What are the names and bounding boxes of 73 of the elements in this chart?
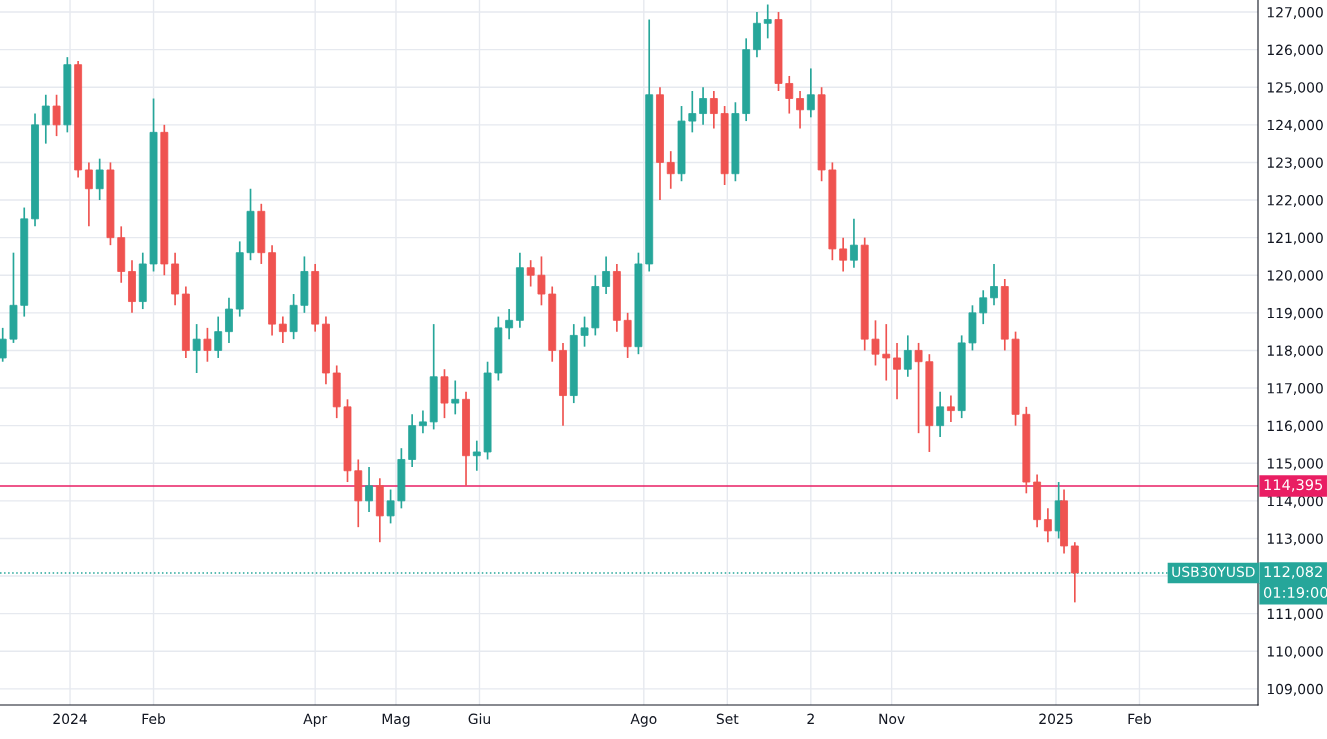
candlestick: [763, 3, 772, 40]
candlestick: [386, 488, 395, 525]
candlestick: [214, 315, 223, 359]
x-tick-label: Nov: [879, 713, 905, 725]
candlestick: [871, 319, 880, 367]
candlestick: [472, 439, 481, 472]
candlestick: [580, 315, 589, 348]
y-tick-label: 120,000: [1267, 270, 1323, 283]
candlestick: [602, 255, 611, 295]
candlestick: [278, 315, 287, 344]
candlestick: [1043, 507, 1052, 544]
candlestick: [903, 334, 912, 378]
candlestick: [785, 75, 794, 115]
candlestick: [225, 296, 233, 344]
y-tick-label: 122,000: [1267, 195, 1323, 207]
y-tick-label: 115,000: [1267, 458, 1323, 471]
candlestick: [979, 289, 988, 325]
candlestick: [537, 255, 546, 307]
text: 01:19:00: [1263, 586, 1327, 599]
candlestick: [688, 90, 697, 134]
candlestick: [365, 466, 373, 513]
x-tick-label: 2025: [1039, 713, 1073, 725]
candlestick: [709, 90, 718, 130]
candlestick: [850, 217, 858, 269]
y-tick-label: 121,000: [1267, 232, 1323, 245]
y-tick-label: 125,000: [1267, 82, 1323, 95]
candlestick: [192, 323, 201, 374]
x-tick-label: Ago: [630, 713, 657, 727]
candlestick: [84, 161, 93, 228]
candlestick: [419, 409, 427, 434]
x-tick-label: Mag: [382, 713, 410, 727]
y-tick-label: 117,000: [1267, 383, 1323, 395]
ref-line-label: 114,395: [1264, 479, 1323, 492]
y-tick-label: 116,000: [1267, 420, 1323, 433]
candlestick: [52, 93, 61, 137]
y-tick-label: 126,000: [1267, 44, 1323, 57]
candlestick: [839, 236, 848, 273]
y-tick-label: 113,000: [1267, 533, 1323, 546]
y-tick-label: 111,000: [1267, 608, 1323, 621]
candlestick: [505, 308, 514, 340]
y-tick-label: 118,000: [1267, 345, 1323, 358]
candlestick: [936, 390, 945, 438]
y-tick-label: 119,000: [1267, 307, 1323, 320]
candlestick: [666, 150, 675, 190]
candlestick: [0, 327, 7, 363]
candlestick: [699, 86, 707, 126]
x-tick-label: Feb: [1128, 713, 1151, 725]
x-tick-label: 2: [807, 713, 814, 724]
annotation: USB30YUSD: [1172, 566, 1255, 577]
candlestick: [95, 157, 104, 201]
y-tick-label: 127,000: [1267, 7, 1323, 19]
ref-line-label: 112,082: [1264, 566, 1322, 579]
candlestick: [990, 263, 998, 307]
x-tick-label: Set: [716, 713, 739, 725]
candlestick: [946, 394, 955, 423]
candlestick: [203, 327, 212, 363]
x-tick-label: Giu: [468, 713, 490, 725]
candlestick: [882, 323, 891, 382]
y-tick-label: 123,000: [1267, 157, 1323, 170]
y-tick-label: 109,000: [1267, 683, 1323, 696]
candlestick: [451, 379, 460, 416]
x-tick-label: Apr: [303, 713, 328, 727]
candlestick: [796, 90, 804, 130]
y-tick-label: 124,000: [1267, 119, 1323, 132]
candlestick: [41, 93, 50, 145]
y-tick-label: 114,000: [1267, 495, 1323, 508]
candlestick: [806, 67, 815, 119]
candlestick: [893, 342, 901, 401]
y-tick-label: 110,000: [1267, 646, 1323, 659]
candlestick: [526, 259, 535, 288]
x-tick-label: Feb: [142, 713, 166, 725]
x-tick-label: 2024: [53, 713, 87, 725]
candlestick: [914, 342, 923, 434]
